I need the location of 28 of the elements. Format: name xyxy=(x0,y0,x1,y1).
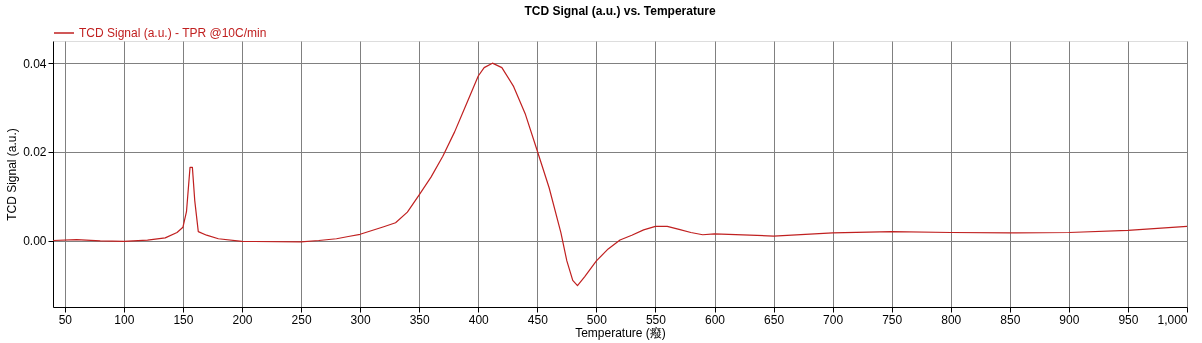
y-tick-label: 0.04 xyxy=(23,56,47,71)
line-series xyxy=(53,62,1187,287)
x-tick-label: 650 xyxy=(764,312,785,327)
x-tick-label: 950 xyxy=(1118,312,1139,327)
x-tick-label: 500 xyxy=(586,312,608,327)
y-tick-label: 0.02 xyxy=(23,145,47,160)
x-tick-label: 850 xyxy=(1000,312,1021,327)
x-tick-label: 600 xyxy=(704,312,726,327)
x-tick-label: 900 xyxy=(1059,312,1080,327)
y-tick-label: 0.00 xyxy=(23,234,47,248)
x-tick-label: 750 xyxy=(882,312,903,327)
x-tick-label: 800 xyxy=(941,312,962,327)
x-tick-label: 700 xyxy=(823,312,844,327)
y-axis-title: TCD Signal (a.u.) xyxy=(5,128,20,221)
x-tick-label: 150 xyxy=(173,312,194,327)
x-tick-label: 300 xyxy=(350,312,371,327)
x-tick-label: 50 xyxy=(58,312,73,327)
x-tick-label: 1,000 xyxy=(1157,312,1188,327)
x-tick-label: 550 xyxy=(645,312,667,327)
x-tick-label: 400 xyxy=(468,312,490,327)
x-axis-title: Temperature (癈) xyxy=(575,325,666,340)
x-tick-label: 250 xyxy=(291,312,312,327)
x-tick-label: 100 xyxy=(114,312,135,327)
x-tick-label: 200 xyxy=(232,312,253,327)
legend-label: TCD Signal (a.u.) - TPR @10C/min xyxy=(79,26,267,40)
chart-title: TCD Signal (a.u.) vs. Temperature xyxy=(524,4,716,18)
x-tick-label: 450 xyxy=(527,312,549,327)
x-tick-label: 350 xyxy=(409,312,431,327)
